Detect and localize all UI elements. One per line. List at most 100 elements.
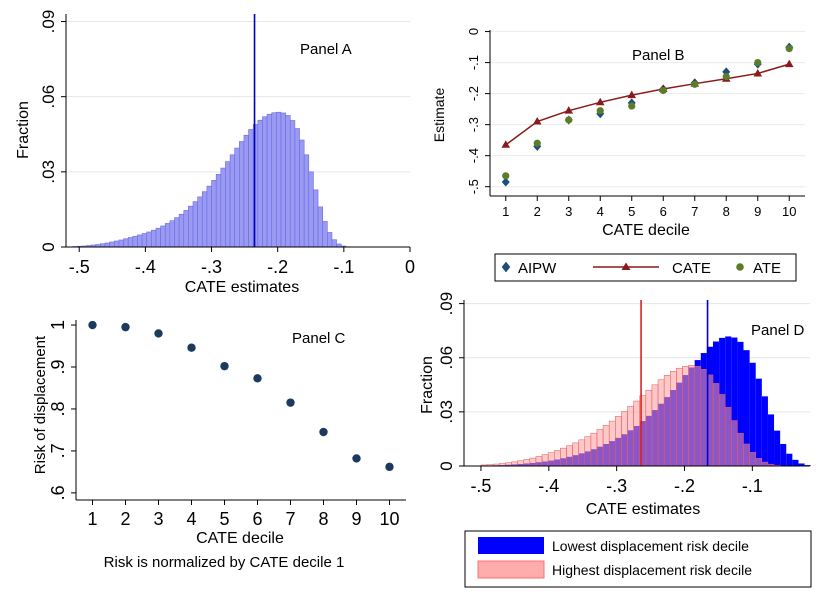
histogram-bar — [248, 129, 254, 248]
x-tick-label: 0 — [405, 257, 415, 277]
histogram-bar — [294, 128, 300, 248]
risk-point — [154, 329, 163, 338]
histogram-bar — [317, 206, 323, 248]
risk-point — [253, 374, 262, 383]
highest-risk-bar — [724, 406, 732, 467]
cate-point — [595, 97, 605, 106]
y-tick-label: 0 — [39, 242, 58, 251]
risk-point — [286, 398, 295, 407]
aipw-point — [501, 177, 510, 187]
highest-risk-bar — [755, 457, 763, 467]
panel-a: 0 .03 .06 .09 -.5 -.4 -.3 -.2 -.1 0 Panel A CATE … — [0, 0, 415, 302]
panel-d: 0 .03 .06 .09 -.5 -.4 -.3 -.2 -.1 Panel D CATE e… — [419, 292, 812, 588]
histogram-bar — [327, 232, 333, 248]
highest-risk-bar — [535, 456, 543, 467]
legend-d-highest: Highest displacement risk decile — [477, 560, 752, 579]
x-tick-label: -.3 — [606, 476, 627, 496]
x-tick-label: -.1 — [742, 476, 763, 496]
histogram-bar — [271, 112, 277, 248]
highest-risk-bar — [645, 389, 653, 467]
y-tick-label: -.5 — [466, 179, 481, 194]
highest-risk-bar — [615, 416, 622, 467]
histogram-bar — [289, 120, 296, 248]
y-tick-label: -.4 — [466, 148, 481, 163]
y-tick-label: 0 — [466, 28, 481, 35]
x-tick-label: 5 — [219, 509, 229, 529]
histogram-bar — [257, 119, 263, 248]
histogram-bar — [137, 234, 143, 248]
x-tick-label: 5 — [628, 204, 635, 219]
highest-risk-bar — [602, 425, 610, 467]
lowest-risk-bar — [761, 396, 768, 466]
x-tick-label: 8 — [318, 509, 328, 529]
histogram-bar — [280, 112, 286, 248]
highest-risk-bar — [737, 432, 744, 467]
highest-risk-bar — [572, 442, 579, 467]
lowest-risk-bar — [798, 463, 805, 466]
histogram-bar — [220, 167, 226, 248]
panel-c-title: Panel C — [292, 330, 346, 347]
y-tick-label: .9 — [48, 359, 68, 374]
ate-point — [533, 139, 541, 147]
panel-a-xlabel: CATE estimates — [185, 279, 299, 296]
histogram-bar — [146, 231, 152, 248]
x-tick-label: 10 — [379, 509, 399, 529]
legend-lowest-label: Lowest displacement risk decile — [552, 538, 749, 554]
histogram-bar — [197, 196, 203, 248]
highest-risk-bar — [627, 406, 634, 467]
legend-ate-label: ATE — [753, 260, 781, 277]
highest-risk-bar — [547, 452, 555, 467]
highest-risk-bar — [694, 365, 702, 467]
x-tick-label: 9 — [754, 204, 761, 219]
highest-risk-bar — [633, 400, 640, 467]
highest-risk-bar — [663, 374, 671, 467]
histogram-bar — [109, 241, 115, 248]
legend-ate-marker — [736, 263, 744, 271]
histogram-bar — [113, 240, 120, 248]
x-tick-label: 4 — [186, 509, 196, 529]
legend-b-ate: ATE — [736, 260, 781, 277]
lowest-risk-bar — [774, 430, 781, 466]
lowest-risk-bar — [743, 350, 750, 466]
ate-point — [628, 102, 636, 110]
highest-risk-bar — [621, 411, 628, 467]
x-tick-label: 6 — [252, 509, 262, 529]
histogram-bar — [169, 220, 175, 248]
risk-point — [352, 454, 361, 463]
panel-b-xlabel: CATE decile — [602, 222, 690, 239]
risk-point — [385, 462, 394, 472]
histogram-bar — [225, 161, 231, 248]
highest-risk-bar — [566, 445, 573, 467]
ate-point — [754, 58, 762, 67]
highest-risk-bar — [700, 369, 708, 467]
x-tick-label: 1 — [87, 509, 97, 529]
y-tick-label: .06 — [39, 85, 58, 109]
histogram-bar — [183, 210, 189, 248]
risk-point — [121, 322, 130, 332]
cate-point — [784, 59, 794, 68]
ate-point — [659, 86, 667, 95]
y-tick-label: .03 — [437, 400, 456, 424]
highest-risk-bar — [578, 439, 586, 467]
legend-cate-marker — [621, 262, 631, 270]
histogram-bar — [104, 242, 110, 248]
lowest-risk-bar — [725, 336, 732, 466]
y-tick-label: .7 — [48, 443, 68, 458]
x-tick-label: -.4 — [538, 476, 559, 496]
histogram-bar — [206, 185, 212, 248]
x-tick-label: 10 — [782, 204, 796, 219]
histogram-bar — [132, 235, 138, 248]
histogram-bar — [303, 154, 310, 248]
x-tick-label: 2 — [534, 204, 541, 219]
histogram-bar — [299, 139, 305, 248]
y-tick-label: -.3 — [466, 117, 481, 132]
histogram-bar — [118, 239, 124, 248]
histogram-bar — [313, 189, 319, 248]
highest-risk-bar — [590, 432, 598, 467]
highest-risk-bar — [608, 420, 616, 467]
y-tick-label: -.1 — [466, 55, 481, 70]
x-tick-label: 3 — [565, 204, 572, 219]
panel-d-ylabel: Fraction — [419, 356, 436, 414]
panel-b-ylabel: Estimate — [431, 88, 447, 143]
